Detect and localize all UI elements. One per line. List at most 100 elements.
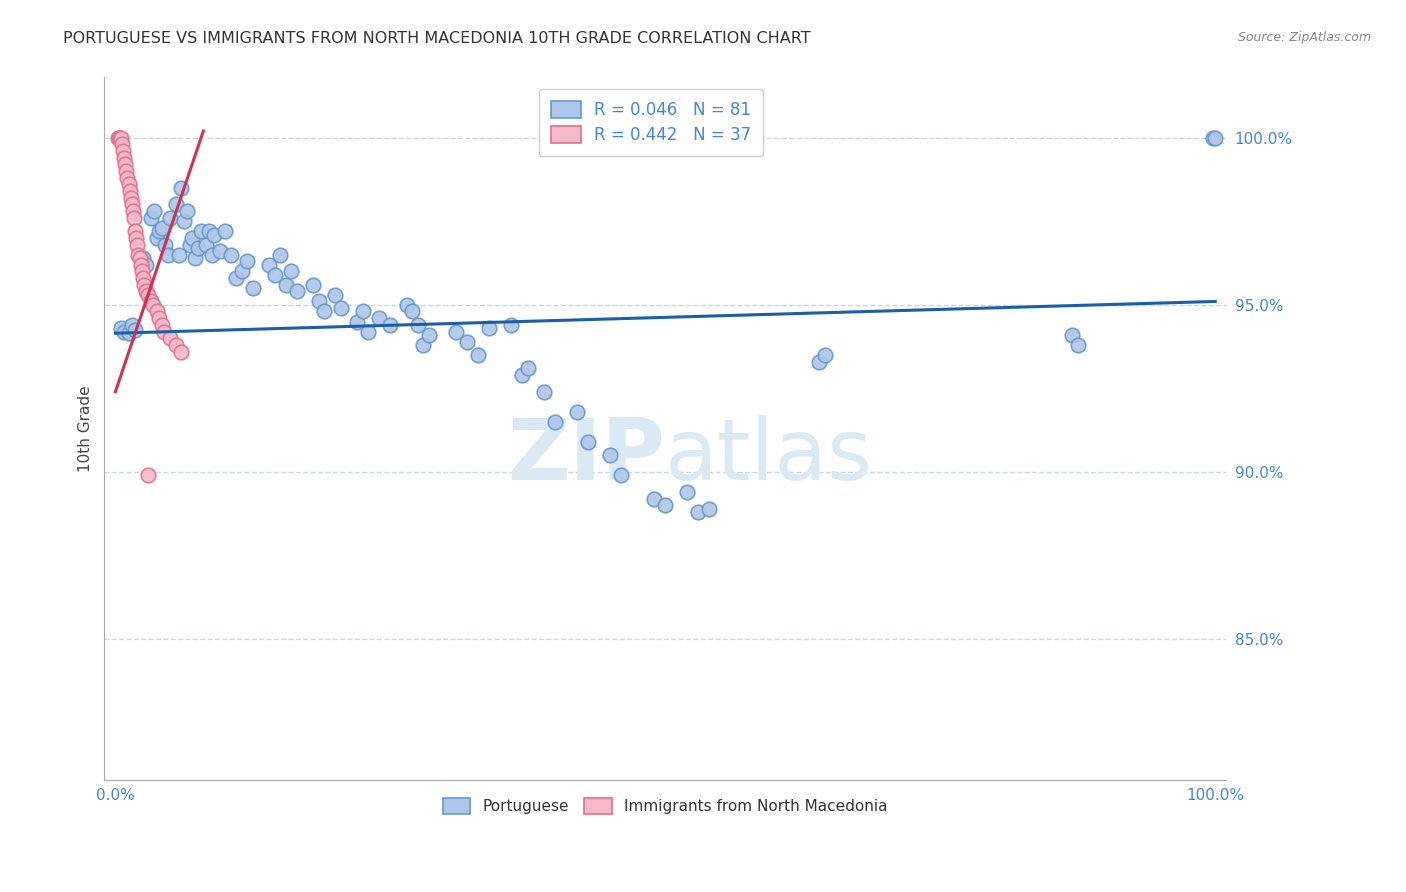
Point	[117, 170, 139, 185]
Point	[132, 277, 155, 292]
Point	[325, 287, 347, 301]
Point	[187, 241, 209, 255]
Point	[285, 285, 308, 299]
Point	[368, 311, 391, 326]
Point	[418, 327, 440, 342]
Point	[139, 294, 162, 309]
Point	[516, 361, 538, 376]
Point	[676, 485, 699, 500]
Point	[117, 326, 139, 341]
Point	[146, 231, 169, 245]
Point	[173, 214, 195, 228]
Point	[170, 344, 193, 359]
Text: PORTUGUESE VS IMMIGRANTS FROM NORTH MACEDONIA 10TH GRADE CORRELATION CHART: PORTUGUESE VS IMMIGRANTS FROM NORTH MACE…	[63, 31, 811, 46]
Point	[142, 298, 165, 312]
Point	[167, 247, 190, 261]
Point	[142, 204, 165, 219]
Point	[236, 254, 259, 268]
Point	[643, 491, 665, 506]
Point	[121, 197, 143, 211]
Point	[1202, 130, 1225, 145]
Text: ZIP: ZIP	[508, 415, 665, 498]
Point	[110, 321, 132, 335]
Point	[165, 197, 187, 211]
Point	[139, 211, 162, 225]
Point	[112, 325, 135, 339]
Point	[357, 325, 380, 339]
Y-axis label: 10th Grade: 10th Grade	[79, 385, 93, 472]
Point	[124, 224, 146, 238]
Point	[1062, 327, 1084, 342]
Point	[150, 318, 173, 332]
Point	[697, 501, 720, 516]
Point	[112, 151, 135, 165]
Point	[544, 415, 567, 429]
Point	[501, 318, 523, 332]
Point	[108, 130, 131, 145]
Point	[576, 434, 599, 449]
Point	[446, 325, 468, 339]
Point	[208, 244, 231, 259]
Point	[148, 311, 170, 326]
Point	[132, 251, 155, 265]
Point	[190, 224, 212, 238]
Point	[346, 314, 368, 328]
Point	[176, 204, 198, 219]
Point	[412, 338, 434, 352]
Point	[181, 231, 204, 245]
Point	[274, 277, 297, 292]
Point	[146, 304, 169, 318]
Point	[263, 268, 285, 282]
Point	[567, 405, 589, 419]
Point	[152, 325, 174, 339]
Point	[214, 224, 236, 238]
Point	[132, 271, 155, 285]
Point	[117, 178, 139, 192]
Point	[107, 130, 129, 145]
Point	[201, 247, 224, 261]
Point	[478, 321, 501, 335]
Point	[118, 184, 141, 198]
Point	[467, 348, 489, 362]
Point	[814, 348, 837, 362]
Point	[183, 251, 205, 265]
Point	[242, 281, 264, 295]
Point	[165, 338, 187, 352]
Point	[111, 137, 134, 152]
Point	[170, 181, 193, 195]
Point	[314, 304, 336, 318]
Point	[107, 130, 129, 145]
Point	[179, 237, 201, 252]
Point	[654, 499, 676, 513]
Point	[688, 505, 710, 519]
Point	[159, 331, 181, 345]
Point	[280, 264, 302, 278]
Point	[194, 237, 217, 252]
Point	[159, 211, 181, 225]
Point	[599, 448, 621, 462]
Point	[401, 304, 423, 318]
Point	[610, 468, 633, 483]
Point	[148, 224, 170, 238]
Point	[138, 468, 160, 483]
Point	[808, 354, 831, 368]
Point	[115, 164, 138, 178]
Point	[124, 323, 146, 337]
Point	[1067, 338, 1090, 352]
Point	[138, 287, 160, 301]
Point	[135, 285, 157, 299]
Point	[533, 384, 555, 399]
Point	[1204, 130, 1226, 145]
Point	[131, 264, 153, 278]
Point	[406, 318, 429, 332]
Point	[352, 304, 374, 318]
Point	[202, 227, 225, 242]
Point	[121, 318, 143, 332]
Point	[231, 264, 253, 278]
Point	[135, 258, 157, 272]
Point	[225, 271, 247, 285]
Point	[129, 258, 152, 272]
Point	[302, 277, 325, 292]
Point	[259, 258, 281, 272]
Point	[456, 334, 478, 349]
